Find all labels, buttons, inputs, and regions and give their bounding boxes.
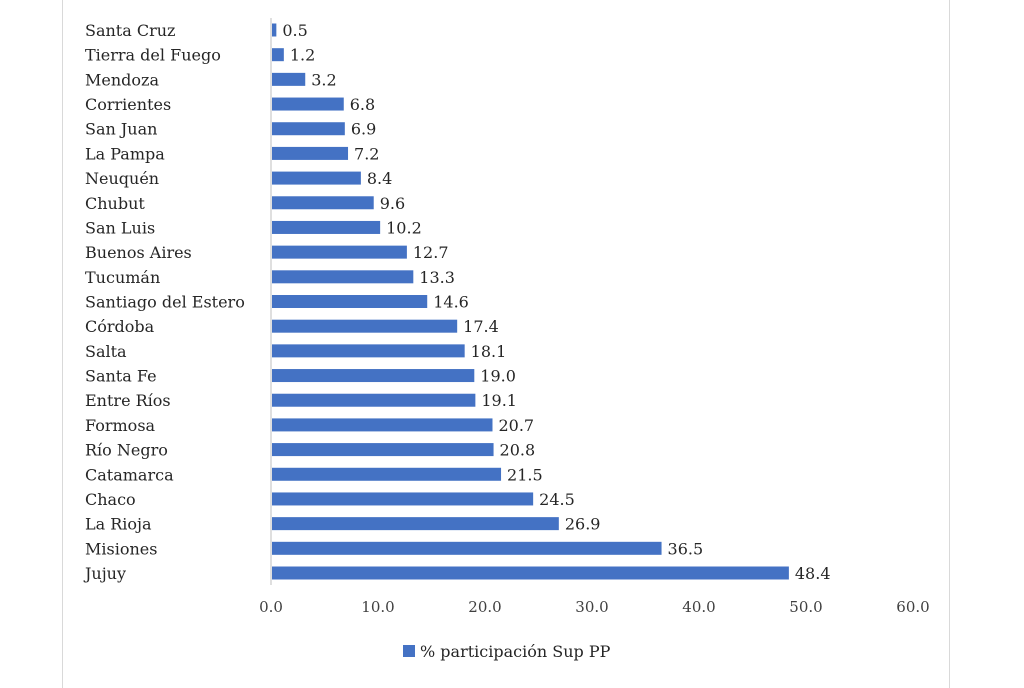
- bar: [272, 566, 789, 580]
- bar: [272, 393, 476, 407]
- bar: [272, 492, 534, 506]
- category-label: Jujuy: [83, 564, 126, 583]
- data-label: 19.1: [481, 391, 517, 410]
- data-label: 20.8: [500, 441, 536, 460]
- category-label: Entre Ríos: [85, 391, 171, 410]
- data-label: 0.5: [282, 21, 307, 40]
- category-label: Chaco: [85, 490, 136, 509]
- bar: [272, 467, 502, 481]
- x-tick-label: 50.0: [789, 598, 822, 616]
- category-label: Santa Fe: [85, 367, 157, 386]
- data-label: 10.2: [386, 218, 422, 237]
- data-label: 14.6: [433, 293, 469, 312]
- bar: [272, 344, 465, 358]
- data-label: 9.6: [380, 194, 405, 213]
- category-label: Córdoba: [85, 317, 155, 336]
- data-label: 36.5: [668, 539, 704, 558]
- category-label: San Luis: [85, 218, 155, 237]
- category-label: Buenos Aires: [85, 243, 192, 262]
- bar: [272, 443, 494, 457]
- category-label: Chubut: [85, 194, 145, 213]
- data-label: 6.9: [351, 120, 376, 139]
- category-label: Santa Cruz: [85, 21, 175, 40]
- category-label: Misiones: [85, 539, 157, 558]
- bars: [272, 23, 789, 580]
- bar: [272, 541, 662, 555]
- category-labels: Santa Cruz Tierra del Fuego Mendoza Corrien…: [83, 21, 245, 583]
- category-label: La Rioja: [85, 515, 152, 534]
- value-labels: 0.5 1.2 3.2 6.8 6.9 7.2 8.4 9.6 10.2 12.7 13.3 14.6…: [282, 21, 830, 583]
- data-label: 8.4: [367, 169, 392, 188]
- category-label: Tierra del Fuego: [85, 46, 221, 65]
- data-label: 7.2: [354, 144, 379, 163]
- data-label: 3.2: [311, 70, 336, 89]
- data-label: 24.5: [539, 490, 575, 509]
- category-label: Corrientes: [85, 95, 171, 114]
- category-label: Mendoza: [85, 70, 159, 89]
- data-label: 48.4: [795, 564, 831, 583]
- legend-label: % participación Sup PP: [420, 642, 611, 661]
- bar: [272, 369, 475, 383]
- legend: % participación Sup PP: [403, 642, 611, 661]
- bar: [272, 196, 374, 210]
- bar: [272, 270, 414, 284]
- data-label: 17.4: [463, 317, 499, 336]
- category-label: Formosa: [85, 416, 156, 435]
- data-label: 1.2: [290, 46, 315, 65]
- x-tick-label: 40.0: [682, 598, 715, 616]
- data-label: 13.3: [419, 268, 455, 287]
- category-label: La Pampa: [85, 144, 165, 163]
- data-label: 21.5: [507, 465, 543, 484]
- bar: [272, 245, 407, 259]
- category-label: Salta: [85, 342, 127, 361]
- bar: [272, 23, 277, 37]
- x-tick-label: 10.0: [361, 598, 394, 616]
- category-label: San Juan: [85, 120, 157, 139]
- bar: [272, 72, 306, 86]
- x-axis-tick-labels: 0.0 10.0 20.0 30.0 40.0 50.0 60.0: [259, 598, 930, 616]
- bar: [272, 295, 428, 308]
- data-label: 18.1: [471, 342, 507, 361]
- bar: [272, 146, 349, 160]
- category-label: Neuquén: [85, 169, 159, 188]
- bar: [272, 319, 458, 333]
- bar: [272, 220, 381, 234]
- x-tick-label: 0.0: [259, 598, 283, 616]
- x-tick-label: 20.0: [468, 598, 501, 616]
- data-label: 26.9: [565, 515, 601, 534]
- x-tick-label: 60.0: [896, 598, 929, 616]
- legend-swatch: [403, 645, 415, 657]
- category-label: Río Negro: [85, 441, 168, 460]
- data-label: 12.7: [413, 243, 449, 262]
- x-tick-label: 30.0: [575, 598, 608, 616]
- data-label: 6.8: [350, 95, 375, 114]
- bar: [272, 122, 345, 136]
- category-label: Tucumán: [85, 268, 160, 287]
- bar: [272, 171, 361, 185]
- chart-frame: [62, 0, 950, 688]
- bar: [272, 418, 493, 432]
- bar: [272, 97, 344, 111]
- category-label: Catamarca: [85, 465, 174, 484]
- bar: [272, 517, 559, 531]
- data-label: 19.0: [480, 367, 516, 386]
- bar: [272, 48, 284, 62]
- category-label: Santiago del Estero: [85, 293, 245, 312]
- data-label: 20.7: [498, 416, 534, 435]
